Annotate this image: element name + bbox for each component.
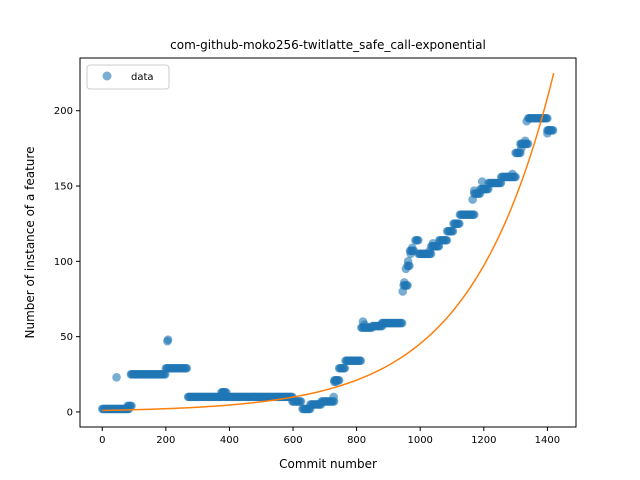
data-point	[469, 186, 479, 195]
x-tick-label: 0	[99, 435, 105, 446]
x-tick-label: 200	[156, 435, 175, 446]
data-point	[468, 195, 477, 204]
data-point	[442, 235, 452, 245]
x-tick-label: 400	[220, 435, 239, 446]
y-axis-ticks: 0 50 100 150 200	[54, 106, 80, 418]
data-point	[401, 264, 411, 274]
data-point	[331, 377, 341, 387]
y-axis-label: Number of instance of a feature	[23, 147, 37, 339]
scatter-points	[97, 113, 558, 414]
x-tick-label: 1200	[471, 435, 496, 446]
data-point	[407, 243, 417, 253]
data-point	[296, 397, 306, 406]
legend-marker-data	[102, 71, 112, 81]
x-tick-label: 600	[283, 435, 302, 446]
y-tick-label: 50	[60, 332, 73, 343]
data-point	[517, 144, 526, 153]
legend: data	[86, 64, 170, 90]
data-point	[397, 318, 407, 328]
y-tick-label: 200	[54, 106, 73, 117]
data-point	[340, 363, 350, 373]
x-tick-label: 1000	[407, 435, 432, 446]
data-point	[477, 177, 487, 186]
data-point	[543, 113, 552, 123]
data-point	[414, 235, 423, 245]
data-point	[112, 373, 121, 382]
data-point	[448, 226, 458, 236]
data-point	[360, 320, 369, 329]
legend-box	[86, 64, 170, 90]
data-point	[182, 363, 192, 373]
y-tick-label: 150	[54, 182, 73, 193]
data-point	[218, 388, 228, 397]
axes-frame	[79, 57, 577, 428]
data-point	[400, 278, 409, 287]
data-point	[544, 125, 554, 135]
data-point	[469, 210, 479, 219]
exponential-fit-line	[102, 72, 555, 412]
legend-label-data: data	[131, 72, 154, 83]
y-tick-label: 100	[54, 257, 73, 268]
fit-curve-layer	[102, 72, 555, 412]
data-point	[428, 238, 438, 248]
data-point	[398, 287, 408, 296]
data-point	[356, 356, 366, 366]
data-point	[127, 401, 136, 411]
data-point	[508, 169, 517, 179]
data-point	[520, 136, 530, 146]
x-tick-label: 800	[347, 435, 366, 446]
data-point	[455, 219, 464, 228]
x-axis-label: Commit number	[279, 457, 377, 471]
data-point	[425, 246, 435, 256]
data-point	[403, 257, 413, 266]
data-point	[163, 335, 173, 344]
x-tick-label: 1400	[535, 435, 560, 446]
chart-title: com-github-moko256-twitlatte_safe_call-e…	[170, 38, 486, 52]
y-tick-label: 0	[67, 407, 73, 418]
x-axis-ticks: 0 200 400 600 800 1000 1200 1400	[99, 427, 560, 446]
data-point	[329, 392, 339, 402]
data-point	[525, 113, 535, 123]
